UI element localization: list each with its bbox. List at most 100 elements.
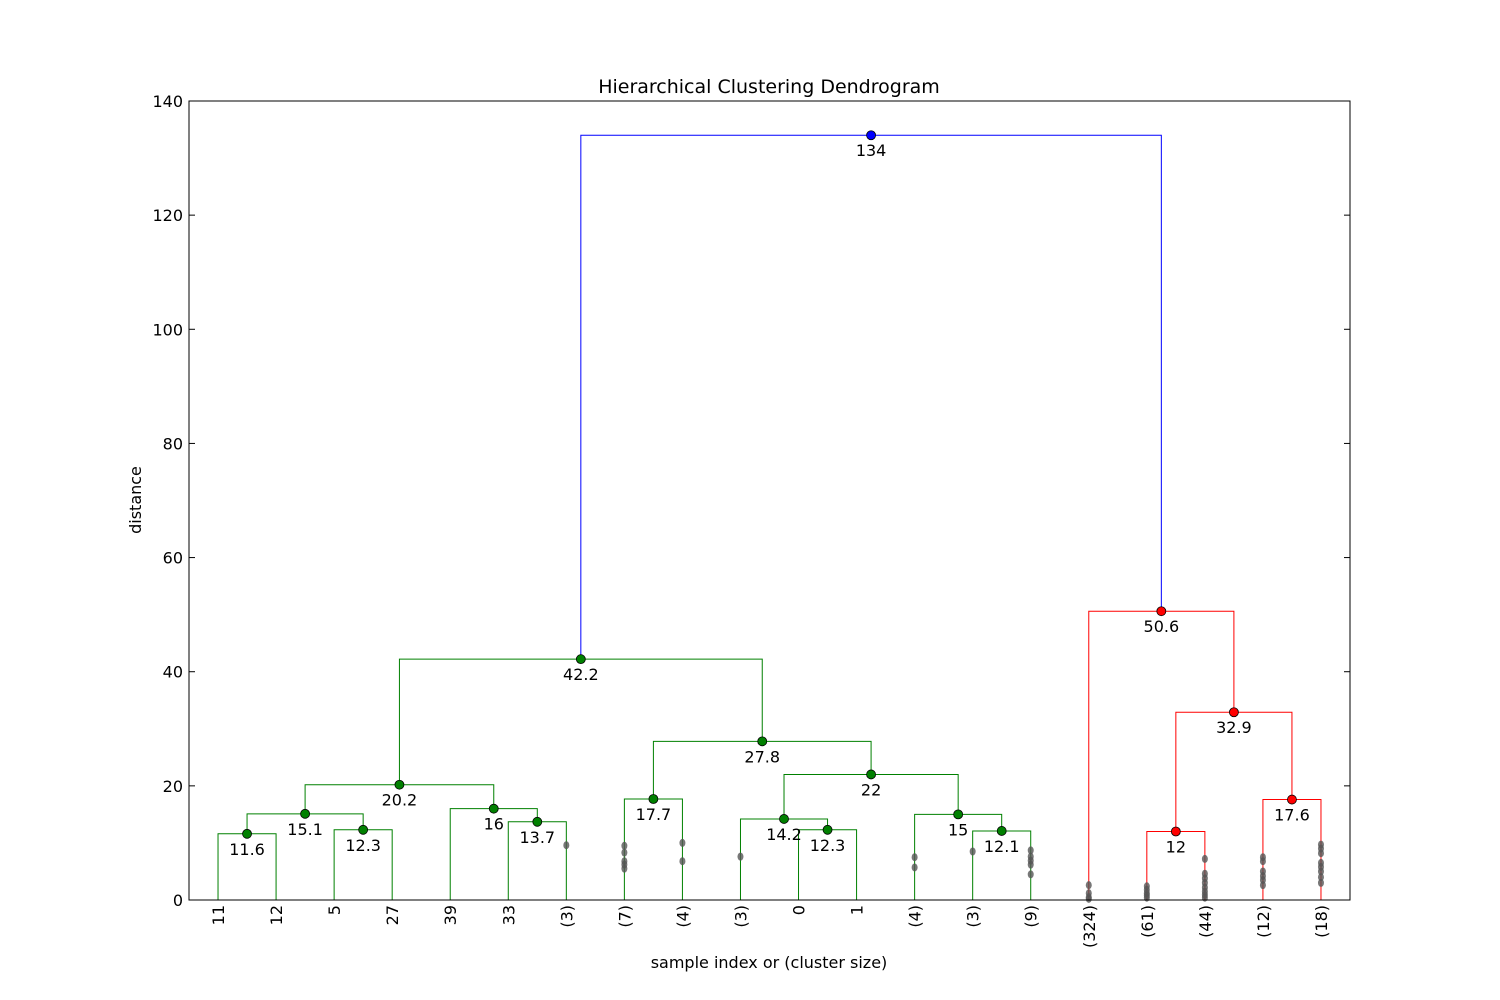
merge-node: [488, 803, 499, 814]
y-tick-label: 40: [163, 663, 183, 682]
merge-node: [866, 130, 876, 141]
merge-node: [866, 769, 876, 780]
y-tick-label: 100: [152, 320, 183, 339]
truncated-marker: [1201, 854, 1208, 863]
merge-distance-label: 17.7: [636, 805, 672, 824]
merge-node: [1287, 794, 1297, 805]
x-tick-label: (324): [1080, 905, 1099, 948]
truncated-marker: [679, 857, 686, 866]
merge-node: [358, 824, 369, 835]
merge-distance-label: 12.3: [345, 836, 381, 855]
truncated-marker: [621, 841, 628, 850]
y-axis-label: distance: [126, 466, 145, 534]
merge-distance-label: 15.1: [287, 820, 323, 839]
x-tick-label: (44): [1196, 905, 1215, 938]
merge-node: [532, 816, 543, 827]
merge-node: [953, 809, 964, 820]
truncated-marker: [1259, 857, 1266, 866]
truncated-marker: [1143, 893, 1150, 902]
x-tick-label: (18): [1312, 905, 1331, 938]
merge-node: [1170, 826, 1181, 837]
x-tick-label: 1: [848, 905, 867, 915]
x-tick-label: (12): [1254, 905, 1273, 938]
merge-node: [757, 736, 768, 747]
merge-distance-label: 14.2: [766, 825, 802, 844]
truncated-marker: [563, 841, 570, 850]
truncated-marker: [679, 838, 686, 847]
y-tick-label: 0: [173, 891, 183, 910]
dendrogram-links: [217, 134, 1322, 900]
merge-node: [779, 814, 789, 824]
merge-distance-label: 15: [948, 820, 968, 839]
merge-node: [1229, 707, 1239, 718]
merge-distance-label: 12.1: [984, 837, 1020, 856]
merge-distance-label: 11.6: [229, 840, 265, 859]
truncated-marker: [1085, 881, 1092, 890]
y-ticks: 0 20 40 60 80 100 120 140: [152, 92, 1350, 910]
merge-node: [996, 826, 1007, 836]
merge-distance-label: 16: [484, 815, 504, 834]
chart-title: Hierarchical Clustering Dendrogram: [598, 76, 940, 98]
merge-nodes: 11.6 12.3 15.1 13.7 16 20.2 17.7 12.3 14.2 12.1 15…: [229, 130, 1310, 859]
truncated-marker: [737, 852, 744, 861]
x-tick-label: (9): [1022, 905, 1041, 928]
merge-distance-label: 27.8: [744, 747, 780, 766]
truncated-marker: [1027, 860, 1034, 869]
merge-distance-label: 12.3: [810, 836, 846, 855]
y-tick-label: 80: [163, 434, 183, 453]
y-tick-label: 140: [152, 92, 183, 111]
truncated-marker: [1317, 849, 1324, 858]
merge-node: [822, 824, 833, 835]
x-tick-label: (3): [557, 905, 576, 928]
merge-distance-label: 134: [856, 141, 887, 160]
x-tick-label: 0: [790, 905, 809, 915]
merge-node: [1156, 606, 1167, 617]
x-tick-label: 5: [325, 905, 344, 915]
merge-distance-label: 17.6: [1274, 806, 1310, 825]
merge-distance-label: 12: [1166, 838, 1186, 857]
merge-distance-label: 13.7: [519, 828, 555, 847]
merge-distance-label: 22: [861, 780, 881, 799]
truncated-marker: [621, 864, 628, 873]
merge-distance-label: 50.6: [1144, 617, 1180, 636]
x-ticks: 11 12 5 27 39 33 (3) (7) (4) (3) 0 1 (4) (3) (9) (324) (…: [209, 905, 1331, 948]
merge-distance-label: 32.9: [1216, 718, 1252, 737]
x-tick-label: (4): [673, 905, 692, 928]
x-tick-label: 27: [383, 905, 402, 925]
truncated-marker: [1317, 878, 1324, 887]
truncated-marker: [1259, 881, 1266, 890]
merge-node: [242, 828, 252, 839]
x-tick-label: (3): [731, 905, 750, 928]
merge-distance-label: 20.2: [382, 791, 418, 810]
truncated-marker: [1201, 893, 1208, 902]
truncated-marker: [1317, 867, 1324, 876]
x-tick-label: 39: [441, 905, 460, 925]
truncated-marker: [969, 847, 976, 856]
truncated-marker: [1027, 846, 1034, 855]
x-tick-label: (4): [906, 905, 925, 928]
merge-node: [648, 794, 659, 804]
x-tick-label: 33: [499, 905, 518, 925]
truncated-marker: [621, 848, 628, 857]
x-tick-label: (61): [1138, 905, 1157, 938]
merge-node: [300, 808, 311, 819]
y-tick-label: 20: [163, 777, 183, 796]
x-axis-label: sample index or (cluster size): [651, 953, 888, 972]
truncated-marker: [1085, 894, 1092, 903]
merge-distance-label: 42.2: [563, 665, 599, 684]
x-tick-label: 12: [267, 905, 286, 925]
merge-node: [394, 779, 405, 790]
truncated-marker: [1027, 870, 1034, 879]
plot-frame: [188, 100, 1351, 901]
truncated-marker: [1317, 873, 1324, 882]
truncated-marker: [911, 863, 918, 872]
x-tick-label: (7): [615, 905, 634, 928]
y-tick-label: 60: [163, 549, 183, 568]
x-tick-label: 11: [209, 905, 228, 925]
x-tick-label: (3): [964, 905, 983, 928]
y-tick-label: 120: [152, 206, 183, 225]
merge-node: [575, 654, 586, 665]
truncated-marker: [911, 853, 918, 862]
